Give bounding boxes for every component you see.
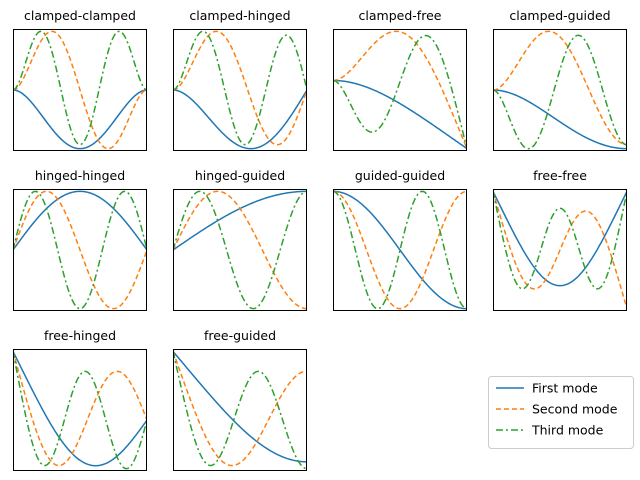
axes-frame xyxy=(173,29,307,151)
third-mode-line xyxy=(13,190,147,310)
subplot-title: clamped-free xyxy=(359,8,442,23)
third-mode-line xyxy=(493,34,627,150)
third-mode-line xyxy=(493,191,627,290)
second-mode-line xyxy=(333,30,467,149)
second-mode-line xyxy=(13,190,147,310)
axes-frame xyxy=(333,29,467,151)
third-mode-line xyxy=(173,30,307,146)
subplot-free-free: free-free xyxy=(493,168,627,311)
second-mode-line xyxy=(173,190,307,310)
subplot-hinged-guided: hinged-guided xyxy=(173,168,307,311)
subplot-title: guided-guided xyxy=(355,168,445,183)
subplot-title: clamped-clamped xyxy=(24,8,136,23)
second-mode-line xyxy=(493,30,627,146)
first-mode-line xyxy=(13,351,147,467)
subplot-hinged-hinged: hinged-hinged xyxy=(13,168,147,311)
first-mode-line xyxy=(173,89,307,150)
third-mode-line xyxy=(333,34,467,149)
legend-box xyxy=(488,376,634,449)
legend-label: First mode xyxy=(532,381,598,396)
axes-frame xyxy=(13,29,147,151)
third-mode-line xyxy=(13,30,147,146)
first-mode-line xyxy=(333,190,467,310)
legend-label: Third mode xyxy=(531,423,604,438)
subplot-clamped-hinged: clamped-hinged xyxy=(173,8,307,151)
axes-frame xyxy=(493,189,627,311)
second-mode-line xyxy=(13,30,147,150)
second-mode-line xyxy=(333,190,467,310)
first-mode-line xyxy=(493,191,627,287)
subplot-title: hinged-guided xyxy=(195,168,285,183)
second-mode-line xyxy=(173,351,307,467)
subplot-free-guided: free-guided xyxy=(173,328,307,471)
axes-frame xyxy=(13,349,147,471)
first-mode-line xyxy=(333,79,467,150)
subplot-grid: clamped-clamped clamped-hinged clamped-fre… xyxy=(13,8,627,471)
subplot-title: clamped-hinged xyxy=(189,8,290,23)
second-mode-line xyxy=(173,30,307,146)
axes-frame xyxy=(13,189,147,311)
axes-frame xyxy=(173,189,307,311)
second-mode-line xyxy=(13,351,147,467)
subplot-clamped-free: clamped-free xyxy=(333,8,467,151)
first-mode-line xyxy=(13,190,147,251)
axes-frame xyxy=(173,349,307,471)
axes-frame xyxy=(333,189,467,311)
subplot-title: free-guided xyxy=(204,328,276,343)
legend: First mode Second mode Third mode xyxy=(488,376,634,449)
subplot-free-hinged: free-hinged xyxy=(13,328,147,471)
third-mode-line xyxy=(173,190,307,310)
first-mode-line xyxy=(173,190,307,251)
third-mode-line xyxy=(333,190,467,310)
subplot-title: clamped-guided xyxy=(509,8,610,23)
subplot-clamped-guided: clamped-guided xyxy=(493,8,627,151)
axes-frame xyxy=(493,29,627,151)
subplot-guided-guided: guided-guided xyxy=(333,168,467,311)
subplot-title: free-hinged xyxy=(44,328,116,343)
second-mode-line xyxy=(493,191,627,309)
subplot-title: free-free xyxy=(533,168,587,183)
first-mode-line xyxy=(493,89,627,150)
subplot-clamped-clamped: clamped-clamped xyxy=(13,8,147,151)
legend-label: Second mode xyxy=(532,402,618,417)
first-mode-line xyxy=(173,350,307,463)
subplot-title: hinged-hinged xyxy=(35,168,125,183)
third-mode-line xyxy=(173,351,307,470)
third-mode-line xyxy=(13,351,147,470)
first-mode-line xyxy=(13,89,147,150)
